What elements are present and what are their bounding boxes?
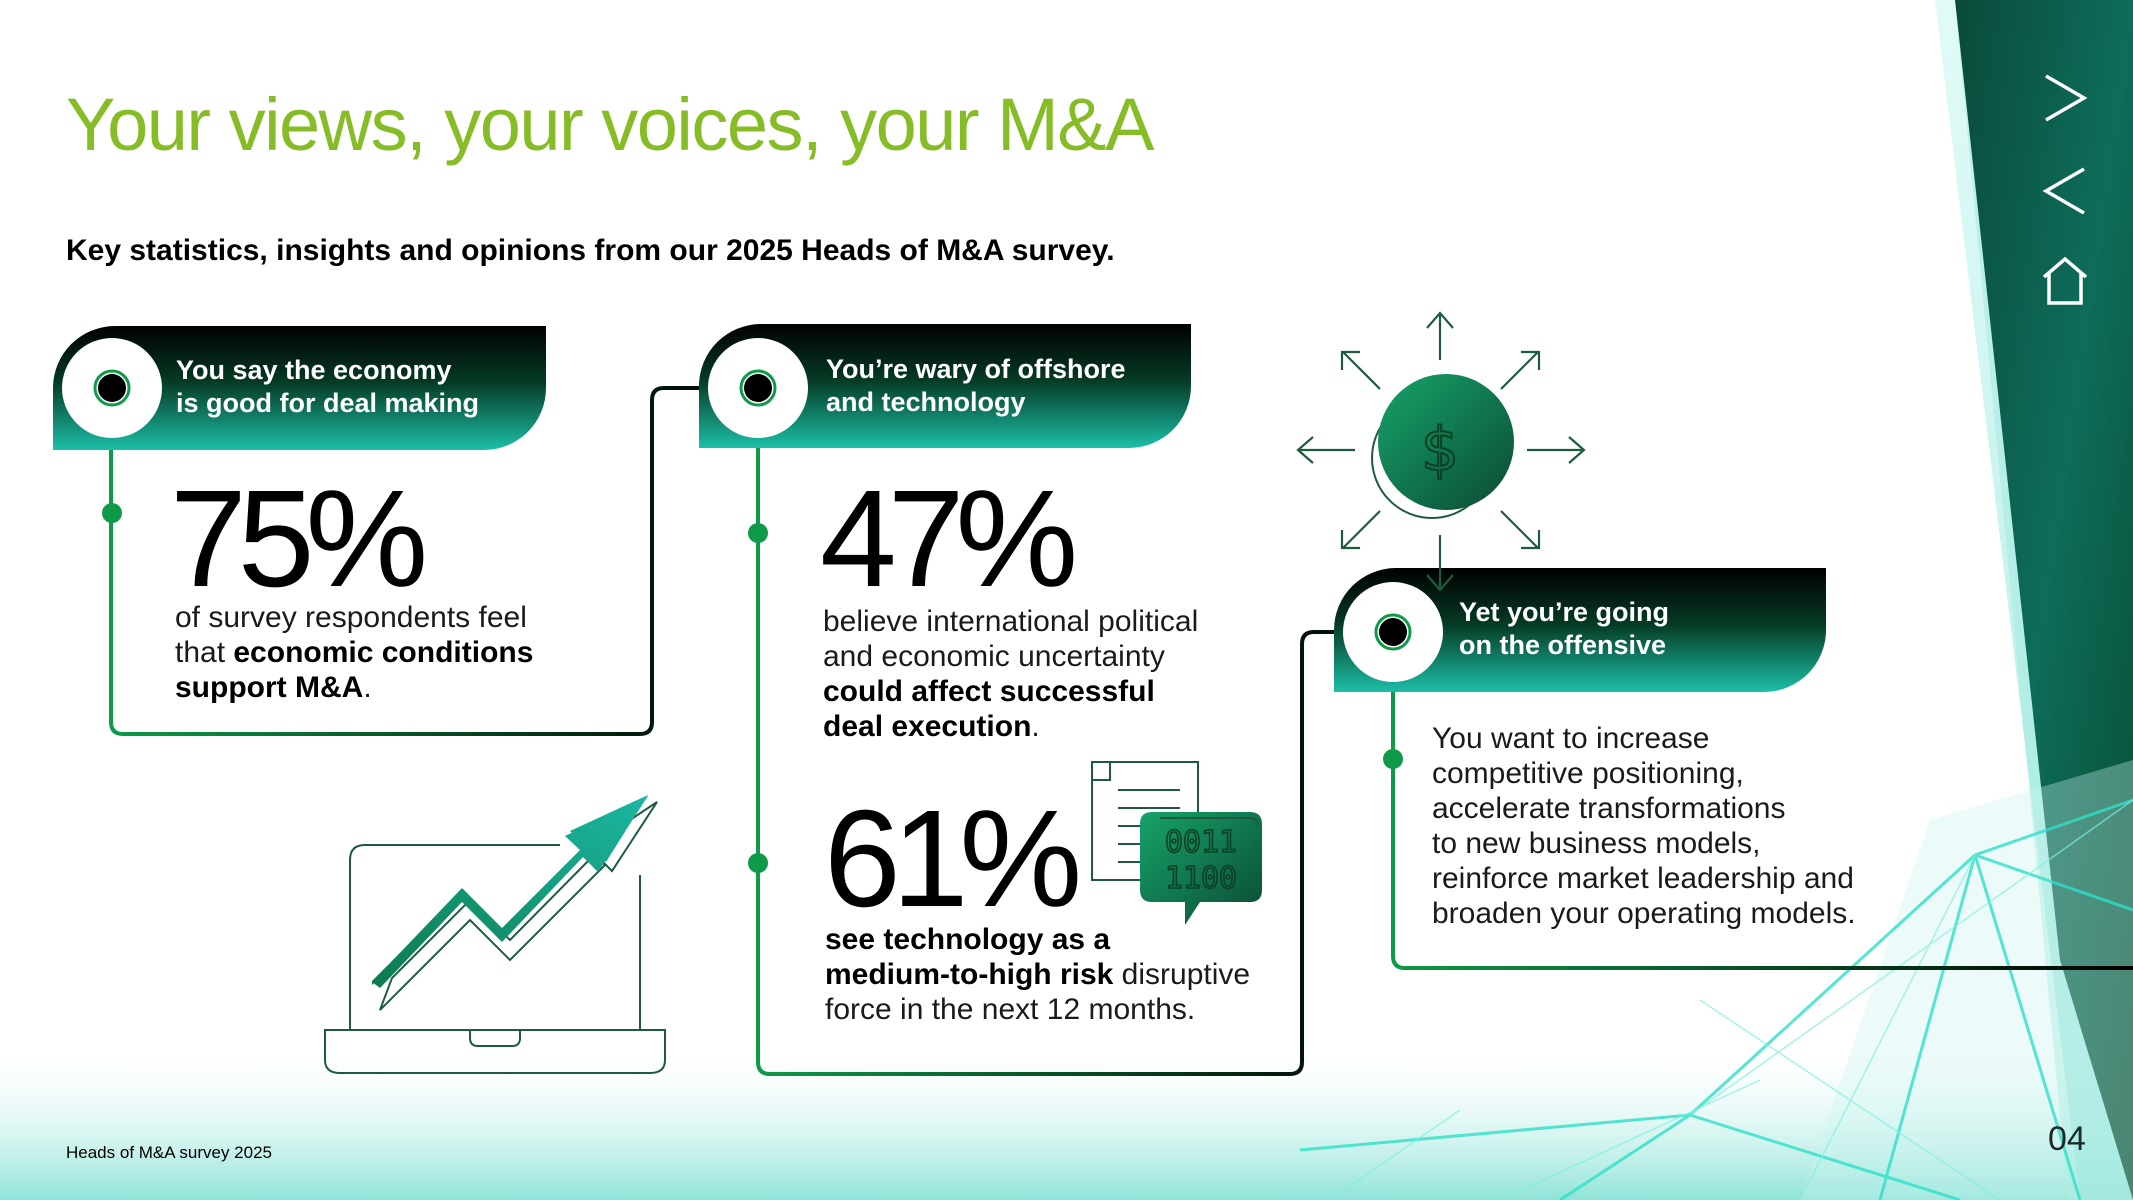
laptop-growth-chart-icon <box>324 795 666 1074</box>
chevron-right-icon[interactable] <box>2040 72 2090 124</box>
stat-3-line2: medium-to-high risk disruptive <box>825 958 1251 991</box>
stat-4-line3: accelerate transformations <box>1432 792 1786 825</box>
card-header-2-line1: You’re wary of offshore <box>826 354 1126 384</box>
dollar-coin-icon: $ <box>1296 311 1586 592</box>
card-header-2-line2: and technology <box>826 387 1026 417</box>
svg-text:1100: 1100 <box>1165 861 1237 896</box>
stat-1-line3: support M&A. <box>175 671 372 704</box>
stat-2-line1: believe international political <box>823 605 1199 638</box>
card-header-1-line1: You say the economy <box>176 355 452 385</box>
stat-2-line4: deal execution. <box>823 710 1040 743</box>
stat-4-line1: You want to increase <box>1432 722 1710 755</box>
stat-4-description: You want to increase competitive positio… <box>1432 721 1856 931</box>
svg-text:$: $ <box>1421 415 1459 485</box>
card-header-1-line2: is good for deal making <box>176 388 480 418</box>
card-tab-1 <box>53 326 546 450</box>
stat-2-line3: could affect successful <box>823 675 1155 708</box>
document-binary-chat-icon: 0011 1100 <box>1091 761 1262 925</box>
home-icon[interactable] <box>2040 255 2090 307</box>
stat-2-description: believe international political and econ… <box>823 604 1198 744</box>
stat-1-description: of survey respondents feel that economic… <box>175 600 533 705</box>
svg-text:0011: 0011 <box>1165 825 1237 860</box>
stat-47-percent: 47% <box>820 462 1078 616</box>
card-header-1: You say the economy is good for deal mak… <box>176 354 479 420</box>
card-header-3-line2: on the offensive <box>1459 630 1667 660</box>
stat-3-line3: force in the next 12 months. <box>825 993 1196 1026</box>
stat-3-description: see technology as a medium-to-high risk … <box>825 922 1250 1027</box>
stat-1-line1: of survey respondents feel <box>175 601 527 634</box>
page-subtitle: Key statistics, insights and opinions fr… <box>66 234 1115 267</box>
stat-2-line2: and economic uncertainty <box>823 640 1165 673</box>
footer-text: Heads of M&A survey 2025 <box>66 1143 273 1162</box>
card-header-3-line1: Yet you’re going <box>1459 597 1670 627</box>
page-title: Your views, your voices, your M&A <box>66 83 1155 166</box>
stat-4-line5: reinforce market leadership and <box>1432 862 1854 895</box>
card-tab-2 <box>699 324 1191 448</box>
stat-61-percent: 61% <box>824 782 1082 936</box>
card-header-3: Yet you’re going on the offensive <box>1459 596 1669 662</box>
chevron-left-icon[interactable] <box>2040 165 2090 217</box>
stat-75-percent: 75% <box>170 462 428 616</box>
stat-4-line4: to new business models, <box>1432 827 1761 860</box>
card-header-2: You’re wary of offshore and technology <box>826 353 1126 419</box>
stat-4-line6: broaden your operating models. <box>1432 897 1856 930</box>
stat-3-line1: see technology as a <box>825 923 1111 956</box>
stat-1-line2: that economic conditions <box>175 636 534 669</box>
page-number: 04 <box>2048 1120 2086 1158</box>
stat-4-line2: competitive positioning, <box>1432 757 1744 790</box>
card-tab-3 <box>1334 568 1826 692</box>
